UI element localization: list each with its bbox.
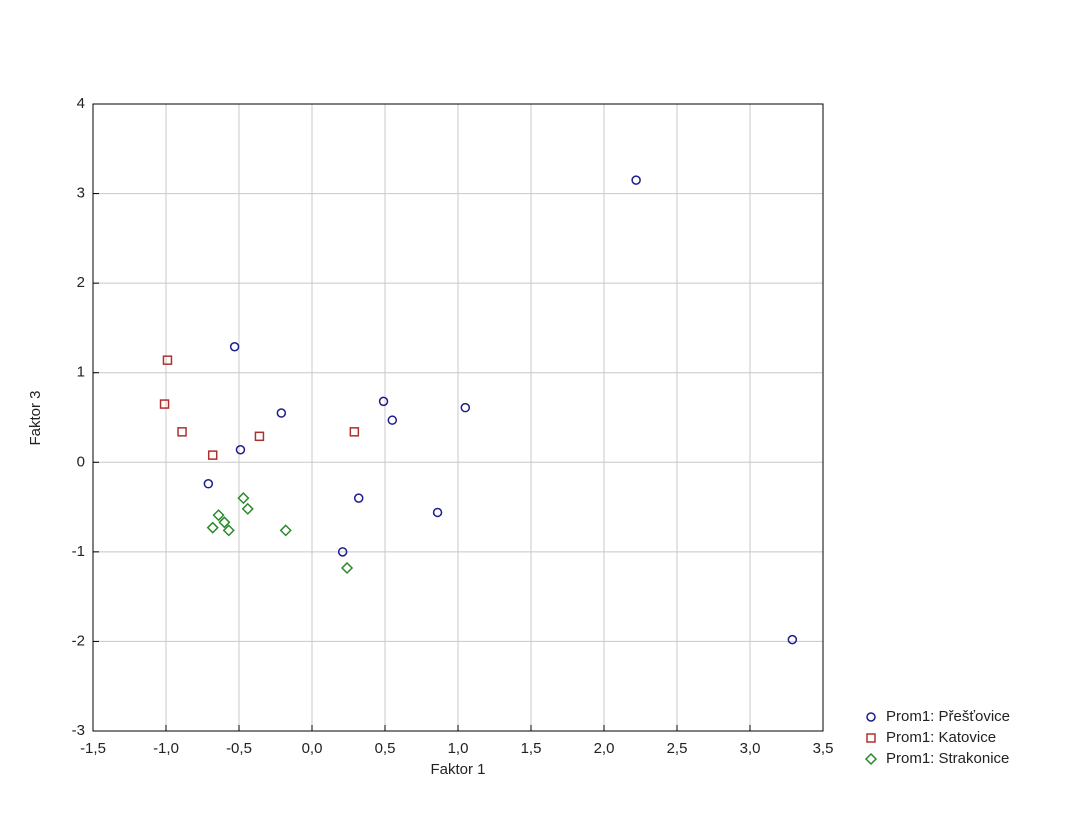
y-tick-label: -1	[72, 543, 85, 560]
point	[203, 479, 214, 489]
x-tick-label: -1,5	[80, 740, 106, 757]
legend-marker	[866, 733, 876, 743]
y-tick-label: 0	[77, 453, 85, 470]
point	[218, 516, 231, 529]
x-tick-label: -0,5	[226, 740, 252, 757]
point	[237, 492, 250, 505]
point	[279, 524, 292, 537]
point	[177, 427, 187, 437]
legend-label: Prom1: Strakonice	[886, 750, 1009, 767]
x-axis-label: Faktor 1	[430, 761, 485, 778]
point	[432, 507, 443, 518]
point	[159, 399, 170, 409]
x-tick-label: 1,0	[448, 740, 469, 757]
x-tick-label: 0,0	[302, 740, 323, 757]
point	[378, 396, 389, 407]
point	[337, 547, 348, 557]
legend-label: Prom1: Katovice	[886, 729, 996, 746]
point	[229, 341, 240, 352]
x-tick-label: 0,5	[375, 740, 396, 757]
point	[206, 521, 219, 534]
x-tick-label: 3,0	[740, 740, 761, 757]
plot-frame	[92, 103, 824, 732]
y-tick-label: 1	[77, 364, 85, 381]
y-tick-label: -2	[72, 632, 85, 649]
y-axis-label: Faktor 3	[27, 390, 44, 445]
point	[340, 561, 354, 575]
legend-label: Prom1: Přešťovice	[886, 708, 1010, 725]
y-tick-label: 3	[77, 185, 85, 202]
point	[212, 509, 225, 522]
y-tick-label: -3	[72, 722, 85, 739]
point	[162, 355, 173, 365]
x-tick-label: 2,5	[667, 740, 688, 757]
point	[207, 450, 218, 460]
point	[241, 502, 254, 515]
point	[254, 431, 265, 442]
point	[222, 524, 235, 537]
point	[787, 634, 798, 645]
point	[353, 493, 364, 503]
x-tick-label: 1,5	[521, 740, 542, 757]
y-tick-label: 2	[77, 274, 85, 291]
point	[276, 408, 287, 418]
point	[631, 175, 641, 185]
point	[387, 415, 398, 425]
y-tick-label: 4	[77, 95, 85, 112]
legend-marker	[864, 752, 878, 766]
point	[460, 402, 471, 413]
point	[235, 444, 246, 455]
point	[349, 427, 360, 437]
x-tick-label: 2,0	[594, 740, 615, 757]
x-tick-label: 3,5	[813, 740, 834, 757]
legend-marker	[866, 712, 876, 722]
x-tick-label: -1,0	[153, 740, 179, 757]
